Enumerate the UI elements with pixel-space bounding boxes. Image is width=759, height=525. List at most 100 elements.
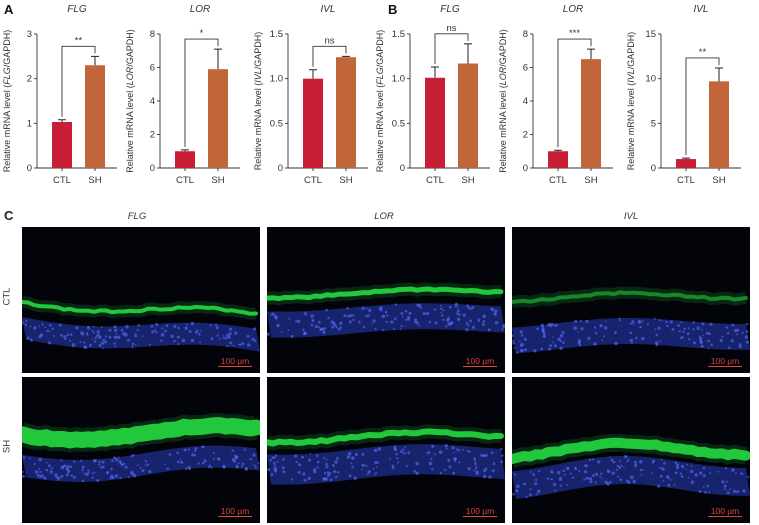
nucleus-dot <box>563 473 566 476</box>
nucleus-dot <box>407 315 411 319</box>
nucleus-dot <box>75 326 79 330</box>
nucleus-dot <box>451 446 455 450</box>
nucleus-dot <box>358 320 361 324</box>
nucleus-dot <box>571 476 575 479</box>
nucleus-dot <box>608 470 611 473</box>
nucleus-dot <box>618 319 621 322</box>
nucleus-dot <box>704 491 707 494</box>
bar-ctl <box>52 121 72 168</box>
nucleus-dot <box>577 342 581 345</box>
nucleus-dot <box>600 472 603 475</box>
nucleus-dot <box>703 486 705 488</box>
nucleus-dot <box>548 322 552 327</box>
nucleus-dot <box>702 467 705 470</box>
nucleus-dot <box>181 338 186 343</box>
nucleus-dot <box>466 449 469 452</box>
nucleus-dot <box>482 323 485 327</box>
nucleus-dot <box>482 320 486 323</box>
micrograph-column-title-ivl: IVL <box>623 211 639 222</box>
nucleus-dot <box>321 327 326 331</box>
nucleus-dot <box>60 474 64 478</box>
nucleus-dot <box>728 346 731 349</box>
nucleus-dot <box>134 332 137 335</box>
nucleus-dot <box>519 330 523 334</box>
nucleus-dot <box>458 313 462 316</box>
micrograph-sh-lor: 100 µm <box>267 377 505 523</box>
nucleus-dot <box>543 332 546 335</box>
nucleus-dot <box>316 466 319 469</box>
nucleus-dot <box>585 476 589 480</box>
nucleus-dot <box>404 309 408 313</box>
y-axis-label: Relative mRNA level (FLG/GAPDH) <box>375 30 385 173</box>
nucleus-dot <box>562 469 566 473</box>
nucleus-dot <box>168 453 172 456</box>
nucleus-dot <box>550 470 554 474</box>
nucleus-dot <box>110 467 113 471</box>
nucleus-dot <box>678 330 681 333</box>
nucleus-dot <box>529 471 532 473</box>
nucleus-dot <box>445 325 448 328</box>
nucleus-dot <box>136 464 139 467</box>
nucleus-dot <box>745 340 749 344</box>
scale-bar-label: 100 µm <box>220 505 250 516</box>
nucleus-dot <box>115 458 119 462</box>
nucleus-dot <box>669 478 672 481</box>
nucleus-dot <box>573 326 577 330</box>
nucleus-dot <box>620 464 623 467</box>
nucleus-dot <box>352 318 355 322</box>
nucleus-dot <box>73 460 76 463</box>
nucleus-dot <box>542 328 545 332</box>
nucleus-dot <box>335 326 338 329</box>
nucleus-dot <box>244 467 248 471</box>
nucleus-dot <box>552 482 557 487</box>
y-tick-label: 4 <box>523 96 528 107</box>
nucleus-dot <box>525 495 528 498</box>
nucleus-dot <box>343 314 347 318</box>
nucleus-dot <box>623 466 625 468</box>
nucleus-dot <box>100 326 103 329</box>
bar-chart-b-flg: FLG 0 0.5 1.0 1.5 Relative mRNA level (FLG/GA… <box>375 4 490 186</box>
nucleus-dot <box>281 466 285 470</box>
nucleus-dot <box>550 478 553 481</box>
error-bar <box>682 157 690 160</box>
nucleus-dot <box>132 454 135 457</box>
nucleus-dot <box>655 333 659 337</box>
nucleus-dot <box>275 454 278 457</box>
bar-ctl <box>676 159 696 168</box>
panel-label-b: B <box>388 2 397 17</box>
nucleus-dot <box>453 451 455 454</box>
nucleus-dot <box>314 325 318 329</box>
nucleus-dot <box>747 475 750 478</box>
nucleus-dot <box>415 321 419 325</box>
bar-sh <box>85 65 105 168</box>
nucleus-dot <box>39 333 44 337</box>
nucleus-dot <box>375 466 378 468</box>
nucleus-dot <box>325 458 328 461</box>
nucleus-dot <box>222 465 226 469</box>
nucleus-dot <box>34 470 39 474</box>
nucleus-dot <box>710 343 713 347</box>
nucleus-dot <box>215 326 219 330</box>
nucleus-dot <box>104 340 108 344</box>
nucleus-dot <box>574 319 578 323</box>
nucleus-dot <box>115 332 118 335</box>
nucleus-dot <box>219 338 221 340</box>
nucleus-dot <box>726 331 730 335</box>
nucleus-dot <box>252 453 256 457</box>
nucleus-dot <box>683 327 686 330</box>
nucleus-dot <box>322 477 326 481</box>
nucleus-dot <box>150 324 154 328</box>
nucleus-dot <box>473 469 476 472</box>
nucleus-dot <box>723 484 727 488</box>
nucleus-dot <box>538 470 541 473</box>
micrograph-sh-ivl: 100 µm <box>512 377 750 523</box>
nucleus-dot <box>228 332 232 336</box>
nucleus-dot <box>405 464 408 468</box>
nucleus-dot <box>102 347 104 349</box>
nucleus-dot <box>679 472 682 475</box>
bar-ctl <box>175 151 195 168</box>
nucleus-dot <box>608 480 612 484</box>
nucleus-dot <box>724 488 727 491</box>
nucleus-dot <box>81 465 85 469</box>
nucleus-dot <box>604 480 608 484</box>
